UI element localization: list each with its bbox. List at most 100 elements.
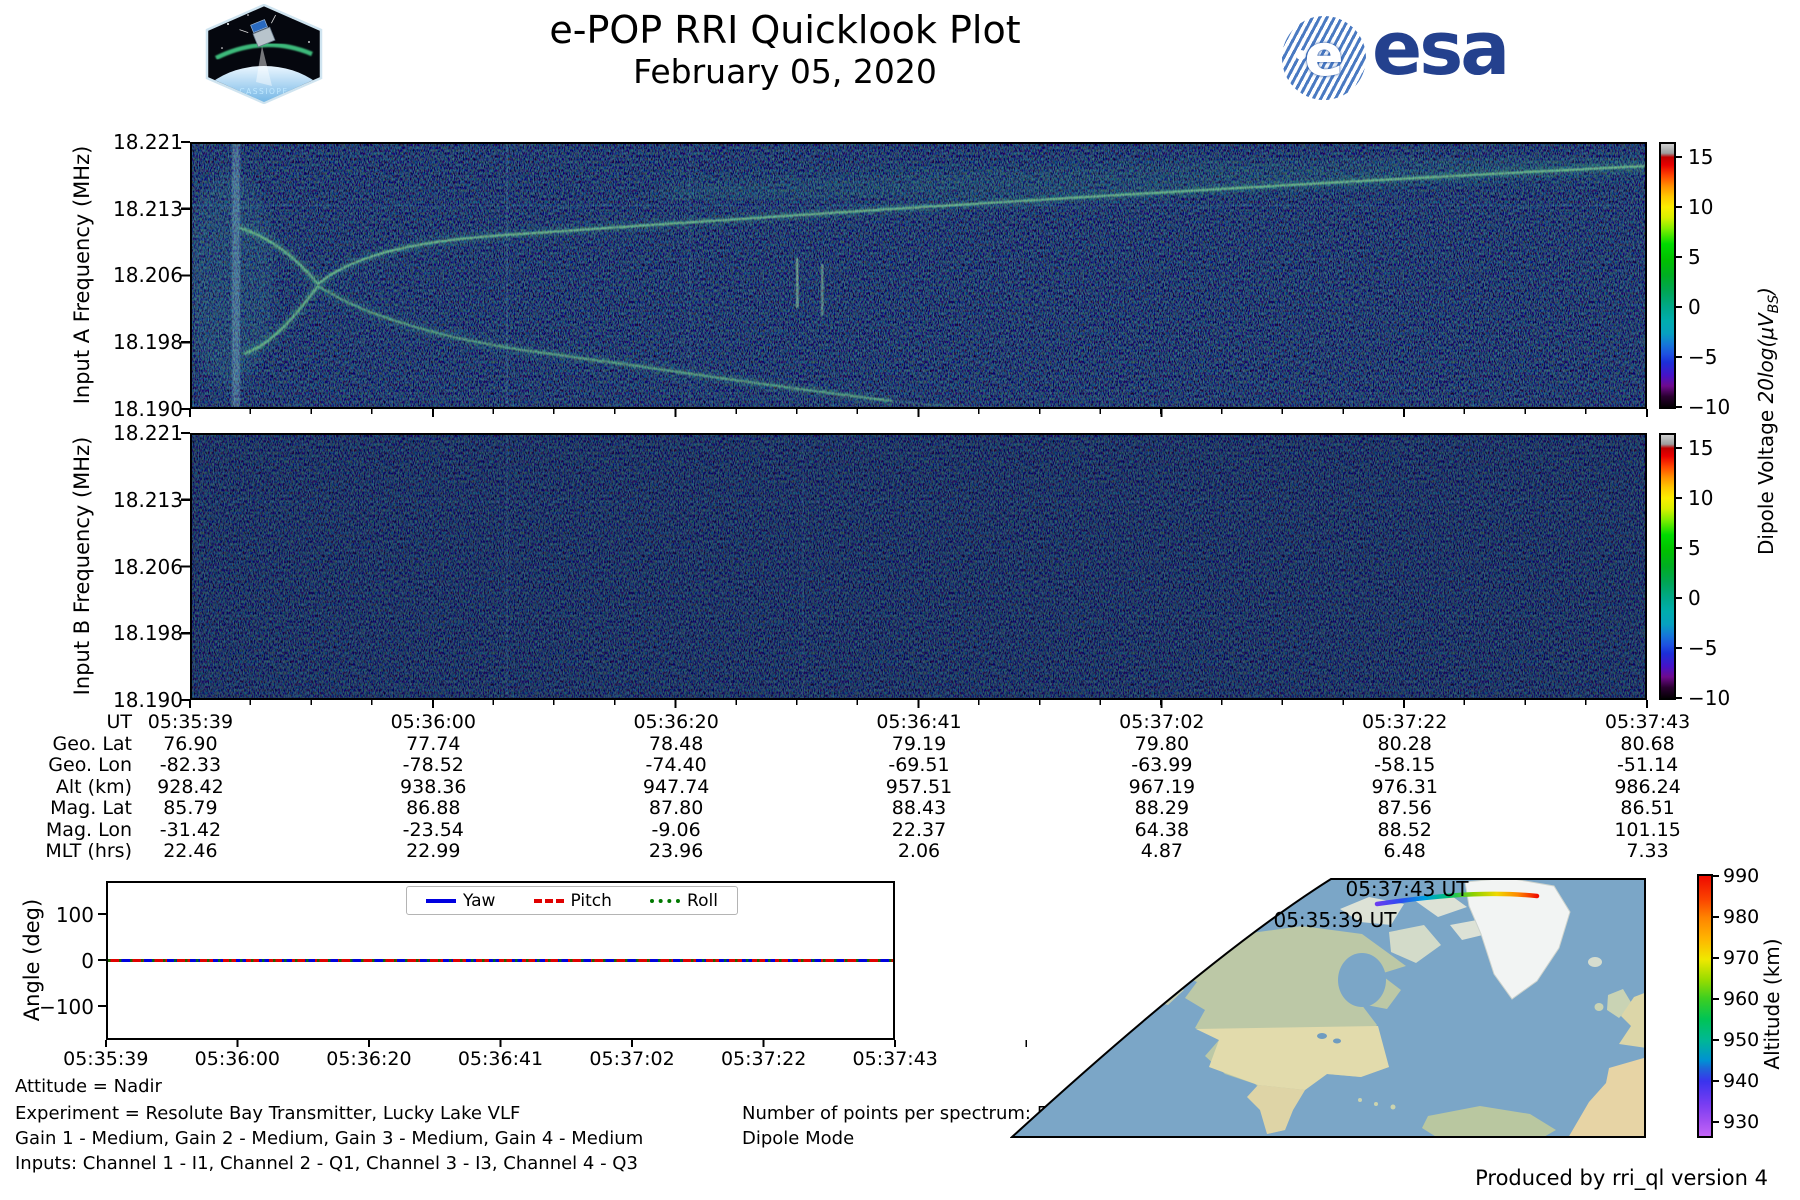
faint-vertical-line: [802, 435, 804, 698]
experiment-note: Experiment = Resolute Bay Transmitter, L…: [15, 1103, 521, 1124]
panel-b-ytick: 18.213: [113, 488, 183, 512]
panel-b-major-xticks: [189, 700, 1648, 708]
alt-tick: 960: [1723, 988, 1760, 1010]
satellite-trajectory: [1374, 891, 1540, 907]
cbar-a-tick: 5: [1688, 245, 1701, 269]
map-africa: [1568, 1057, 1645, 1137]
cbar-a-tick: −5: [1688, 345, 1718, 369]
alt-tick: 990: [1723, 865, 1760, 887]
panel-b-ytick: 18.198: [113, 621, 183, 645]
altitude-tick-marks: [1713, 875, 1719, 1124]
panel-a-ytick-marks: [181, 141, 190, 410]
produced-by: Produced by rri_ql version 4: [1475, 1166, 1768, 1190]
yaw-line-sample: [426, 898, 457, 903]
trace-upper-main: [317, 164, 1645, 285]
angle-ytick: 100: [55, 903, 94, 927]
pitch-line-sample: [533, 898, 564, 903]
legend-item-yaw: Yaw: [426, 891, 495, 911]
esa-wordmark: esa: [1372, 6, 1510, 92]
map-uk: [1607, 989, 1632, 1018]
trace-lower-main: [317, 285, 893, 403]
panel-a-ytick: 18.198: [113, 330, 183, 354]
faint-vertical-line: [506, 144, 508, 407]
points-note: Number of points per spectrum: 5208: [742, 1103, 1083, 1124]
alt-tick: 940: [1723, 1070, 1760, 1092]
cbar-b-tick: 0: [1688, 586, 1701, 610]
diffuse-upper-cloud: [661, 148, 1645, 209]
alt-tick: 970: [1723, 947, 1760, 969]
attitude-note: Attitude = Nadir: [15, 1076, 162, 1097]
map-baffin-island: [1389, 925, 1441, 963]
bright-dash: [821, 264, 824, 316]
panel-b-ytick-marks: [181, 432, 190, 701]
cbar-a-tick: 10: [1688, 195, 1714, 219]
table-row: UT 05:35:39 05:36:00 05:36:20 05:36:41 05:37…: [106, 711, 1691, 733]
faint-vertical-line: [689, 144, 691, 407]
spectrogram-input-a: [190, 142, 1647, 409]
panel-a-major-xticks: [189, 409, 1648, 417]
angle-xtick-marks: [105, 1040, 1027, 1047]
map-outline: [1010, 878, 1646, 1138]
cbar-b-tick: −5: [1688, 636, 1718, 660]
trajectory-end-label: 05:37:43 UT: [1345, 877, 1469, 901]
cbar-b-tick: 5: [1688, 536, 1701, 560]
cassiope-label: CASSIOPE: [239, 87, 288, 96]
map-iceland: [1588, 957, 1602, 967]
dipole-colorbar-a: [1659, 142, 1676, 409]
angle-xtick-labels: 05:35:39 05:36:00 05:36:20 05:36:41 05:37:02…: [63, 1048, 938, 1070]
cbar-a-tick: 15: [1688, 145, 1714, 169]
map-united-states: [1196, 1026, 1389, 1090]
trace-lower-left: [243, 285, 319, 356]
page-date: February 05, 2020: [633, 52, 937, 91]
cbar-a-tick: 0: [1688, 295, 1701, 319]
colorbar-b-tick-marks: [1676, 447, 1682, 700]
panel-a-ytick: 18.190: [113, 397, 183, 421]
panel-a-ytick: 18.206: [113, 263, 183, 287]
alt-tick: 980: [1723, 906, 1760, 928]
legend-item-pitch: Pitch: [533, 891, 612, 911]
roll-line: [108, 959, 893, 962]
alt-tick: 950: [1723, 1029, 1760, 1051]
map-europe: [1619, 992, 1645, 1048]
altitude-colorbar-label: Altitude (km): [1760, 938, 1784, 1070]
esa-logo-globe: e: [1282, 16, 1366, 100]
table-row: Alt (km) 928.42 938.36 947.74 957.51 967.19 9…: [55, 776, 1681, 798]
page-title: e-POP RRI Quicklook Plot: [549, 8, 1021, 52]
map-greenland: [1464, 879, 1571, 1000]
cbar-b-tick: −10: [1688, 686, 1731, 710]
table-row: Mag. Lat 85.79 86.88 87.80 88.43 88.29 87.56 8…: [50, 797, 1675, 819]
dipole-colorbar-b: [1659, 433, 1676, 700]
angle-ytick-marks: [98, 913, 106, 1008]
mode-note: Dipole Mode: [742, 1128, 855, 1149]
map-mexico: [1247, 1085, 1305, 1134]
alt-tick: 930: [1723, 1111, 1760, 1133]
patch-satellite: [239, 14, 276, 48]
map-south-america: [1422, 1106, 1556, 1137]
faint-vertical-line: [506, 435, 508, 698]
bright-dash: [796, 258, 799, 308]
spectrogram-input-b: [190, 433, 1647, 700]
map-hudson-bay: [1338, 953, 1386, 1007]
panel-a-ytick: 18.221: [113, 130, 183, 154]
angle-legend: Yaw Pitch Roll: [406, 886, 738, 915]
esa-globe-letter: e: [1304, 21, 1344, 90]
cbar-b-tick: 10: [1688, 486, 1714, 510]
title-block: e-POP RRI Quicklook Plot February 05, 20…: [400, 8, 1170, 92]
colorbar-a-tick-marks: [1676, 156, 1682, 409]
esa-globe-dot: [1296, 50, 1306, 60]
inputs-note: Inputs: Channel 1 - I1, Channel 2 - Q1, …: [15, 1153, 638, 1174]
panel-b-ytick: 18.190: [113, 688, 183, 712]
patch-aurora: [214, 42, 313, 61]
table-row: MLT (hrs) 22.46 22.99 23.96 2.06 4.87 6.48 7.3…: [45, 840, 1669, 862]
ground-track-map: [1010, 878, 1646, 1138]
legend-item-roll: Roll: [650, 891, 718, 911]
trace-upper-left: [239, 226, 319, 285]
angle-ytick: −100: [39, 995, 94, 1019]
panel-b-ytick: 18.221: [113, 421, 183, 445]
altitude-colorbar: [1697, 874, 1713, 1138]
spectrogram-a-canvas: [192, 144, 1645, 407]
spectrogram-b-canvas: [192, 435, 1645, 698]
patch-beam: [256, 46, 272, 86]
cassiope-mission-patch: CASSIOPE: [205, 4, 323, 104]
